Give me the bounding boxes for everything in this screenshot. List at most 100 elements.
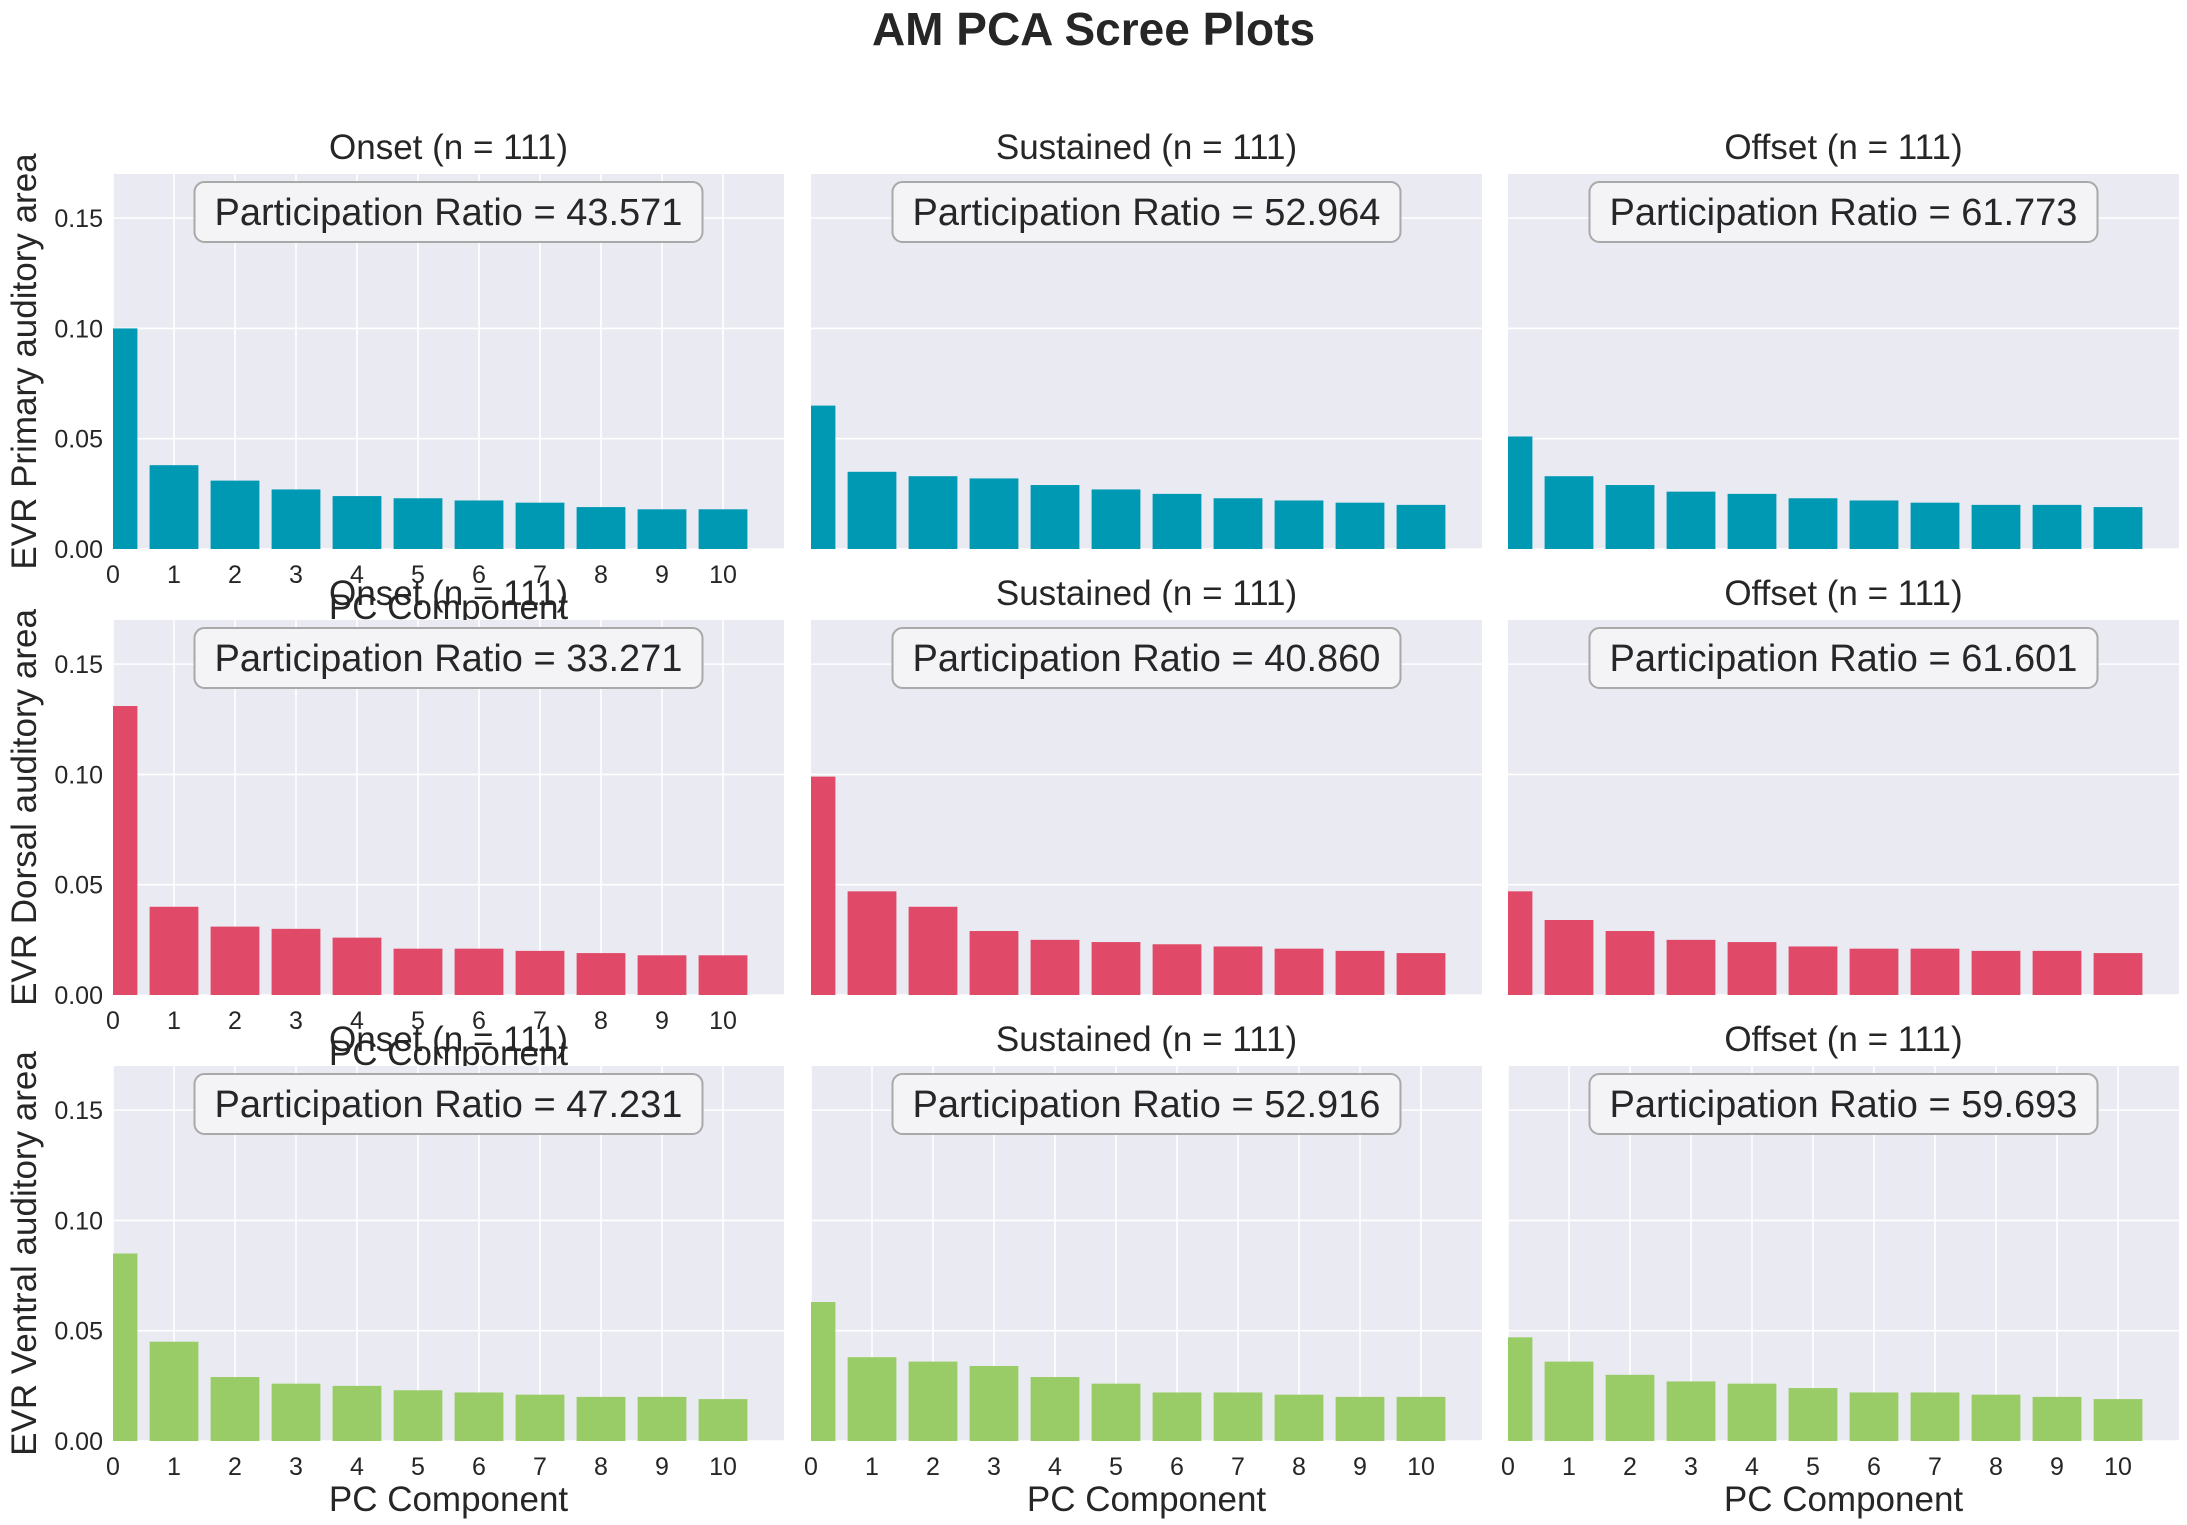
x-tick-label: 4: [1745, 1453, 1759, 1481]
x-tick-label: 2: [228, 1453, 242, 1481]
bar-pc-7: [515, 502, 565, 549]
y-tick-label: 0.05: [54, 426, 103, 454]
y-tick-label: 0.10: [54, 761, 103, 789]
participation-ratio-label: Participation Ratio = 52.964: [913, 192, 1381, 234]
panel-title: Sustained (n = 111): [996, 128, 1297, 167]
participation-ratio-label: Participation Ratio = 61.773: [1610, 192, 2078, 234]
bar-pc-1: [149, 465, 199, 549]
bar-pc-9: [1335, 1396, 1385, 1441]
x-tick-label: 3: [289, 1007, 303, 1035]
x-tick-label: 8: [594, 1453, 608, 1481]
bar-pc-7: [1910, 1392, 1960, 1441]
bar-pc-10: [698, 509, 748, 549]
bar-pc-4: [1727, 493, 1777, 549]
x-tick-label: 8: [594, 1007, 608, 1035]
bar-pc-8: [1274, 948, 1324, 995]
x-tick-label: 5: [1109, 1453, 1123, 1481]
bar-pc-10: [1396, 1396, 1446, 1441]
bar-pc-9: [2032, 1396, 2082, 1441]
participation-ratio-box: [193, 1073, 704, 1135]
bar-pc-1: [847, 1357, 897, 1441]
y-axis-label: EVR Primary auditory area: [5, 153, 44, 570]
x-tick-label: 9: [1353, 1453, 1367, 1481]
x-tick-label: 7: [533, 1453, 547, 1481]
bar-pc-5: [1788, 946, 1838, 995]
bar-pc-1: [847, 471, 897, 549]
bar-pc-2: [1605, 485, 1655, 549]
bar-pc-6: [1152, 944, 1202, 995]
y-tick-label: 0.10: [54, 1207, 103, 1235]
bar-pc-3: [271, 928, 321, 995]
bar-pc-5: [1091, 489, 1141, 549]
x-tick-label: 10: [1407, 1453, 1435, 1481]
bar-pc-10: [2093, 507, 2143, 549]
panel-title: Offset (n = 111): [1724, 574, 1962, 613]
x-tick-label: 1: [865, 1453, 879, 1481]
x-tick-label: 0: [804, 1453, 818, 1481]
x-tick-label: 4: [350, 561, 364, 589]
x-tick-label: 0: [106, 561, 120, 589]
bar-pc-7: [1213, 946, 1263, 995]
participation-ratio-box: [891, 627, 1402, 689]
bar-pc-2: [1605, 931, 1655, 995]
x-tick-label: 8: [1292, 1453, 1306, 1481]
participation-ratio-box: [1588, 181, 2099, 243]
scree-panel-0-1: Sustained (n = 111) Participation Ratio =…: [811, 128, 1482, 550]
bar-pc-6: [1849, 500, 1899, 549]
panel-title: Onset (n = 111): [329, 128, 568, 167]
y-tick-label: 0.15: [54, 205, 103, 233]
bar-pc-0: [811, 1302, 836, 1441]
y-tick-label: 0.00: [54, 1428, 103, 1456]
panel-title: Sustained (n = 111): [996, 574, 1297, 613]
bar-pc-4: [332, 1385, 382, 1441]
x-tick-label: 0: [106, 1007, 120, 1035]
bar-pc-8: [1274, 500, 1324, 549]
participation-ratio-label: Participation Ratio = 59.693: [1610, 1084, 2078, 1126]
x-tick-label: 1: [167, 561, 181, 589]
bar-pc-3: [1666, 491, 1716, 549]
x-tick-label: 4: [1048, 1453, 1062, 1481]
bar-pc-1: [149, 1341, 199, 1441]
bar-pc-5: [393, 498, 443, 549]
bar-pc-2: [210, 1377, 260, 1441]
x-tick-label: 7: [533, 1007, 547, 1035]
bar-pc-9: [1335, 502, 1385, 549]
participation-ratio-box: [891, 1073, 1402, 1135]
x-tick-label: 2: [1623, 1453, 1637, 1481]
x-tick-label: 7: [1231, 1453, 1245, 1481]
bar-pc-0: [811, 776, 836, 995]
bar-pc-1: [1544, 1361, 1594, 1441]
participation-ratio-label: Participation Ratio = 40.860: [913, 638, 1381, 680]
bar-pc-4: [1030, 485, 1080, 549]
x-axis-label: PC Component: [1724, 1480, 1964, 1519]
bar-pc-8: [576, 507, 626, 549]
scree-panel-2-0: 0.00 0.05 0.10 0.15 0 1 2 3 4 5 6 7 8 9 10 PC Component…: [5, 1020, 784, 1519]
bar-pc-1: [1544, 920, 1594, 995]
x-tick-label: 1: [167, 1453, 181, 1481]
bar-pc-1: [847, 891, 897, 995]
bar-pc-10: [2093, 1399, 2143, 1441]
participation-ratio-box: [891, 181, 1402, 243]
bar-pc-0: [1508, 891, 1533, 995]
bar-pc-5: [1091, 942, 1141, 995]
y-tick-label: 0.05: [54, 872, 103, 900]
bar-pc-8: [576, 953, 626, 995]
bar-pc-0: [1508, 1337, 1533, 1441]
bar-pc-10: [698, 955, 748, 995]
bar-pc-9: [2032, 950, 2082, 995]
scree-panel-2-1: 0 1 2 3 4 5 6 7 8 9 10 PC Component Sustained (n = 1…: [804, 1020, 1482, 1519]
bar-pc-0: [113, 328, 138, 549]
figure-title: AM PCA Scree Plots: [871, 3, 1316, 55]
x-tick-label: 10: [2104, 1453, 2132, 1481]
bar-pc-1: [149, 906, 199, 995]
participation-ratio-label: Participation Ratio = 43.571: [215, 192, 683, 234]
x-axis-label: PC Component: [1027, 1480, 1267, 1519]
x-tick-label: 5: [1806, 1453, 1820, 1481]
x-tick-label: 3: [289, 561, 303, 589]
bar-pc-7: [1910, 502, 1960, 549]
x-tick-label: 1: [167, 1007, 181, 1035]
y-tick-label: 0.15: [54, 651, 103, 679]
bar-pc-2: [908, 476, 958, 549]
bar-pc-4: [1727, 1383, 1777, 1441]
